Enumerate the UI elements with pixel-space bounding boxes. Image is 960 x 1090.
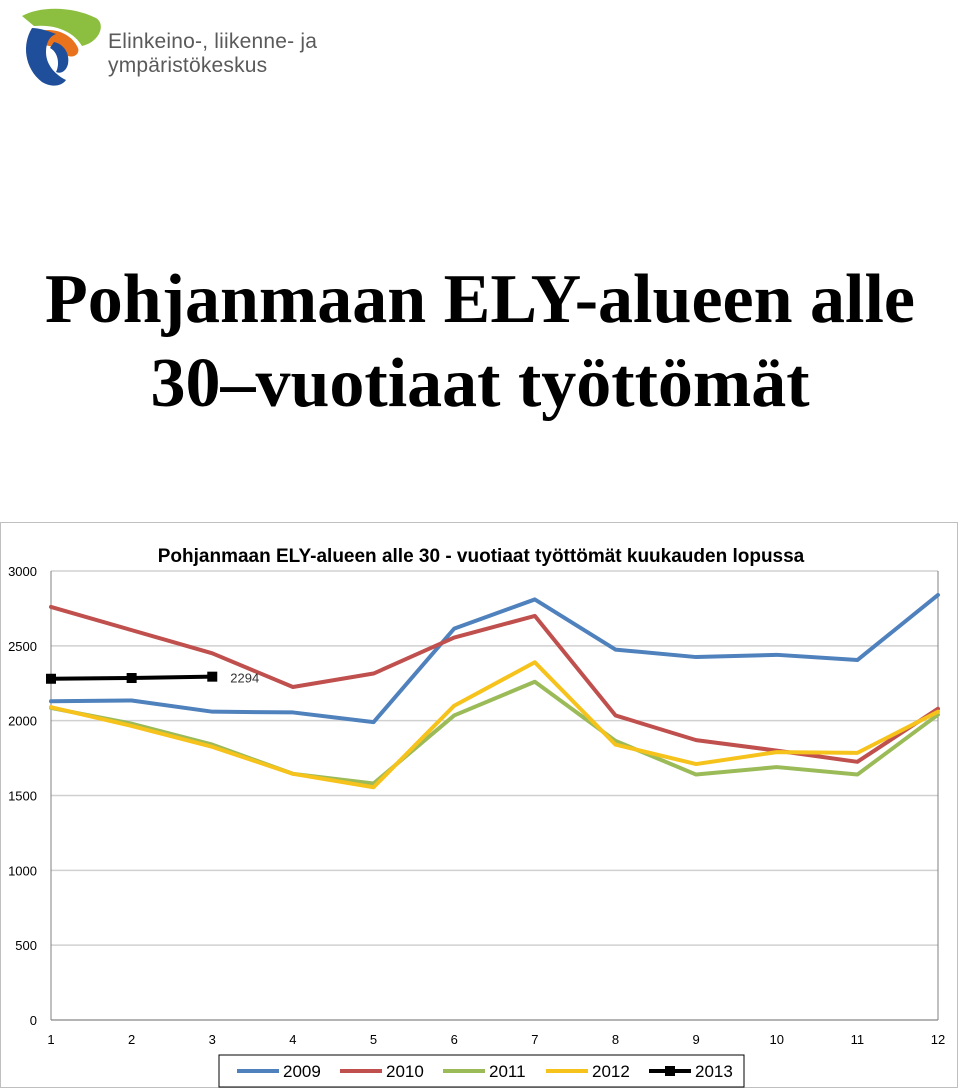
marker-2013-2 xyxy=(126,673,137,684)
legend-marker-2013 xyxy=(665,1066,675,1076)
marker-2013-3 xyxy=(207,671,218,682)
logo-leaf-green xyxy=(22,8,101,46)
series-line-2012 xyxy=(49,660,940,790)
slide-title-line2: 30–vuotiaat työttömät xyxy=(150,345,810,422)
x-tick-label: 12 xyxy=(931,1032,945,1047)
y-tick-label: 1500 xyxy=(8,789,37,804)
y-tick-label: 2000 xyxy=(8,714,37,729)
x-tick-label: 2 xyxy=(128,1032,135,1047)
x-tick-label: 5 xyxy=(370,1032,377,1047)
x-tick-label: 1 xyxy=(47,1032,54,1047)
chart-title: Pohjanmaan ELY-alueen alle 30 - vuotiaat… xyxy=(158,546,805,567)
x-tick-label: 4 xyxy=(289,1032,296,1047)
legend-label-2013: 2013 xyxy=(695,1062,733,1081)
y-tick-label: 1000 xyxy=(8,863,37,878)
legend-label-2009: 2009 xyxy=(283,1062,321,1081)
x-tick-label: 6 xyxy=(451,1032,458,1047)
x-tick-label: 10 xyxy=(769,1032,783,1047)
ely-logo xyxy=(22,8,101,86)
logo-leaf-blue-inner xyxy=(50,42,69,73)
y-tick-label: 0 xyxy=(30,1013,37,1028)
y-tick-label: 500 xyxy=(15,938,37,953)
logo-text: Elinkeino-, liikenne- ja ympäristökeskus xyxy=(108,30,317,78)
y-tick-label: 3000 xyxy=(8,564,37,579)
legend-label-2010: 2010 xyxy=(386,1062,424,1081)
legend-label-2012: 2012 xyxy=(592,1062,630,1081)
y-tick-label: 2500 xyxy=(8,639,37,654)
series-line-2011 xyxy=(49,679,940,786)
slide-title-line1: Pohjanmaan ELY-alueen alle xyxy=(45,261,915,338)
x-tick-label: 7 xyxy=(531,1032,538,1047)
logo-leaf-blue xyxy=(26,28,66,86)
marker-2013-1 xyxy=(46,673,56,684)
legend-label-2011: 2011 xyxy=(489,1062,526,1081)
slide-title: Pohjanmaan ELY-alueen alle 30–vuotiaat t… xyxy=(0,258,960,426)
logo-text-line2: ympäristökeskus xyxy=(108,54,268,77)
data-label-2013: 2294 xyxy=(230,671,259,686)
logo-text-line1: Elinkeino-, liikenne- ja xyxy=(108,30,318,53)
x-tick-label: 3 xyxy=(209,1032,216,1047)
x-tick-label: 11 xyxy=(851,1032,865,1047)
x-tick-label: 8 xyxy=(612,1032,619,1047)
series-line-2009 xyxy=(49,592,940,725)
chart-frame: 0 500 1000 1500 2000 2500 3000 1 2 3 4 5 6 7 8 9 10 11 12 P… xyxy=(0,522,958,1088)
x-tick-label: 9 xyxy=(692,1032,699,1047)
